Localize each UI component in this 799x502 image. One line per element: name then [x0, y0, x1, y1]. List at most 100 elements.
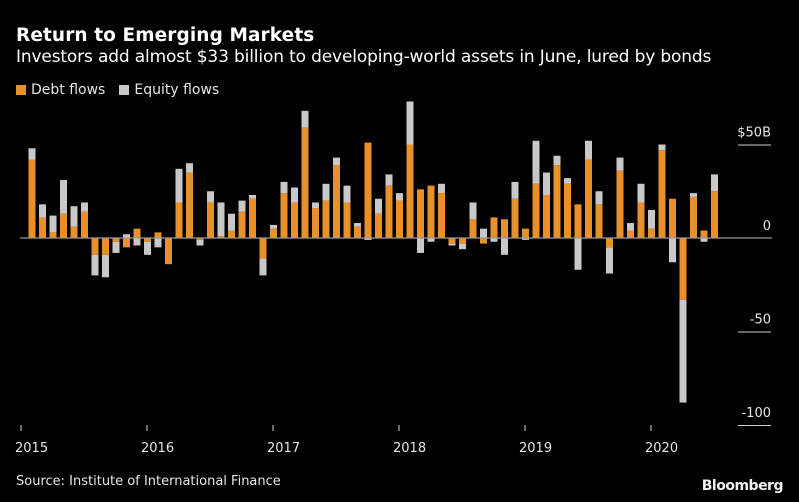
bar-equity [679, 299, 687, 403]
bar-equity [700, 238, 708, 242]
bar-debt [49, 232, 57, 238]
bar-debt [406, 144, 414, 238]
bar-debt [228, 230, 235, 238]
bar-equity [81, 202, 88, 212]
legend: Debt flows Equity flows [16, 82, 229, 98]
bar-equity [564, 178, 571, 184]
bar-debt [186, 172, 193, 238]
bar-equity [112, 241, 120, 253]
bar-equity [459, 243, 466, 250]
bar-equity [364, 238, 372, 240]
bar-debt [448, 238, 456, 244]
bars-group [28, 101, 718, 403]
legend-label-equity: Equity flows [134, 82, 220, 98]
bar-equity [627, 223, 634, 231]
bar-debt [522, 228, 529, 238]
chart-subtitle: Investors add almost $33 billion to deve… [16, 47, 712, 67]
bar-debt [217, 236, 225, 238]
bar-debt [606, 238, 613, 248]
bar-equity [238, 200, 246, 212]
bar-debt [438, 193, 445, 238]
bar-equity [448, 243, 456, 246]
bar-debt [81, 211, 88, 238]
legend-item-equity: Equity flows [119, 82, 219, 98]
bar-equity [270, 224, 277, 229]
bar-debt [501, 219, 508, 238]
bar-equity [259, 258, 267, 276]
x-tick-label: 2016 [141, 441, 174, 456]
bar-debt [175, 202, 183, 238]
bar-equity [396, 193, 403, 201]
bar-equity [144, 241, 151, 255]
bar-equity [207, 191, 214, 203]
bar-equity [711, 174, 718, 192]
bar-debt [333, 165, 340, 238]
bar-equity [438, 183, 445, 194]
bar-debt [658, 150, 666, 238]
bar-debt [70, 226, 78, 238]
bar-equity [39, 204, 46, 218]
bar-debt [574, 204, 582, 238]
bar-debt [238, 211, 246, 238]
bar-debt [532, 183, 540, 238]
x-tick-label: 2019 [519, 441, 552, 456]
bar-debt [679, 238, 687, 300]
bar-debt [28, 159, 36, 238]
bar-debt [291, 202, 298, 238]
bar-equity [333, 157, 340, 166]
x-tick-label: 2015 [15, 441, 48, 456]
bar-debt [637, 202, 645, 238]
bar-debt [711, 191, 718, 238]
bar-debt [616, 170, 624, 238]
bar-debt [690, 196, 697, 238]
bar-equity [585, 140, 592, 160]
bar-equity [102, 254, 109, 278]
bar-debt [480, 238, 487, 244]
bar-equity [49, 215, 57, 233]
bar-debt [123, 238, 130, 248]
bar-equity [249, 194, 256, 199]
bar-equity [217, 202, 225, 237]
bar-equity [175, 168, 183, 203]
bar-equity [312, 202, 319, 209]
bar-debt [322, 200, 330, 238]
bar-equity [406, 101, 414, 145]
bar-equity [60, 180, 67, 214]
bar-equity [480, 228, 487, 238]
bar-equity [186, 163, 193, 173]
bar-debt [396, 200, 403, 238]
bar-debt [669, 198, 676, 238]
bar-equity [322, 183, 330, 201]
bar-debt [648, 228, 655, 238]
bar-equity [606, 247, 613, 274]
bar-equity [501, 238, 508, 255]
bar-debt [585, 159, 592, 238]
bar-debt [364, 142, 372, 238]
y-axis: $50B 0 -50 -100 [737, 126, 771, 426]
source-note: Source: Institute of International Finan… [16, 474, 281, 489]
bar-equity [28, 148, 36, 160]
bar-debt [154, 232, 162, 238]
bar-debt [564, 183, 571, 238]
bar-debt [102, 238, 109, 255]
bar-debt [553, 165, 561, 238]
bar-equity [532, 140, 540, 184]
bar-equity [375, 198, 382, 214]
bar-equity [291, 187, 298, 203]
bar-equity [280, 181, 288, 194]
bar-debt [469, 219, 477, 238]
bloomberg-logo: Bloomberg [701, 478, 784, 494]
bar-debt [700, 230, 708, 238]
bar-debt [595, 204, 603, 238]
bar-equity [385, 174, 393, 186]
bar-debt [459, 238, 466, 244]
bar-equity [154, 238, 162, 248]
bar-equity [417, 238, 424, 253]
y-tick-label: -100 [741, 406, 771, 421]
bar-equity [658, 144, 666, 151]
bar-debt [375, 213, 382, 238]
bar-equity [469, 202, 477, 220]
bar-equity [553, 155, 561, 166]
bar-equity [637, 183, 645, 203]
bar-equity [70, 206, 78, 227]
